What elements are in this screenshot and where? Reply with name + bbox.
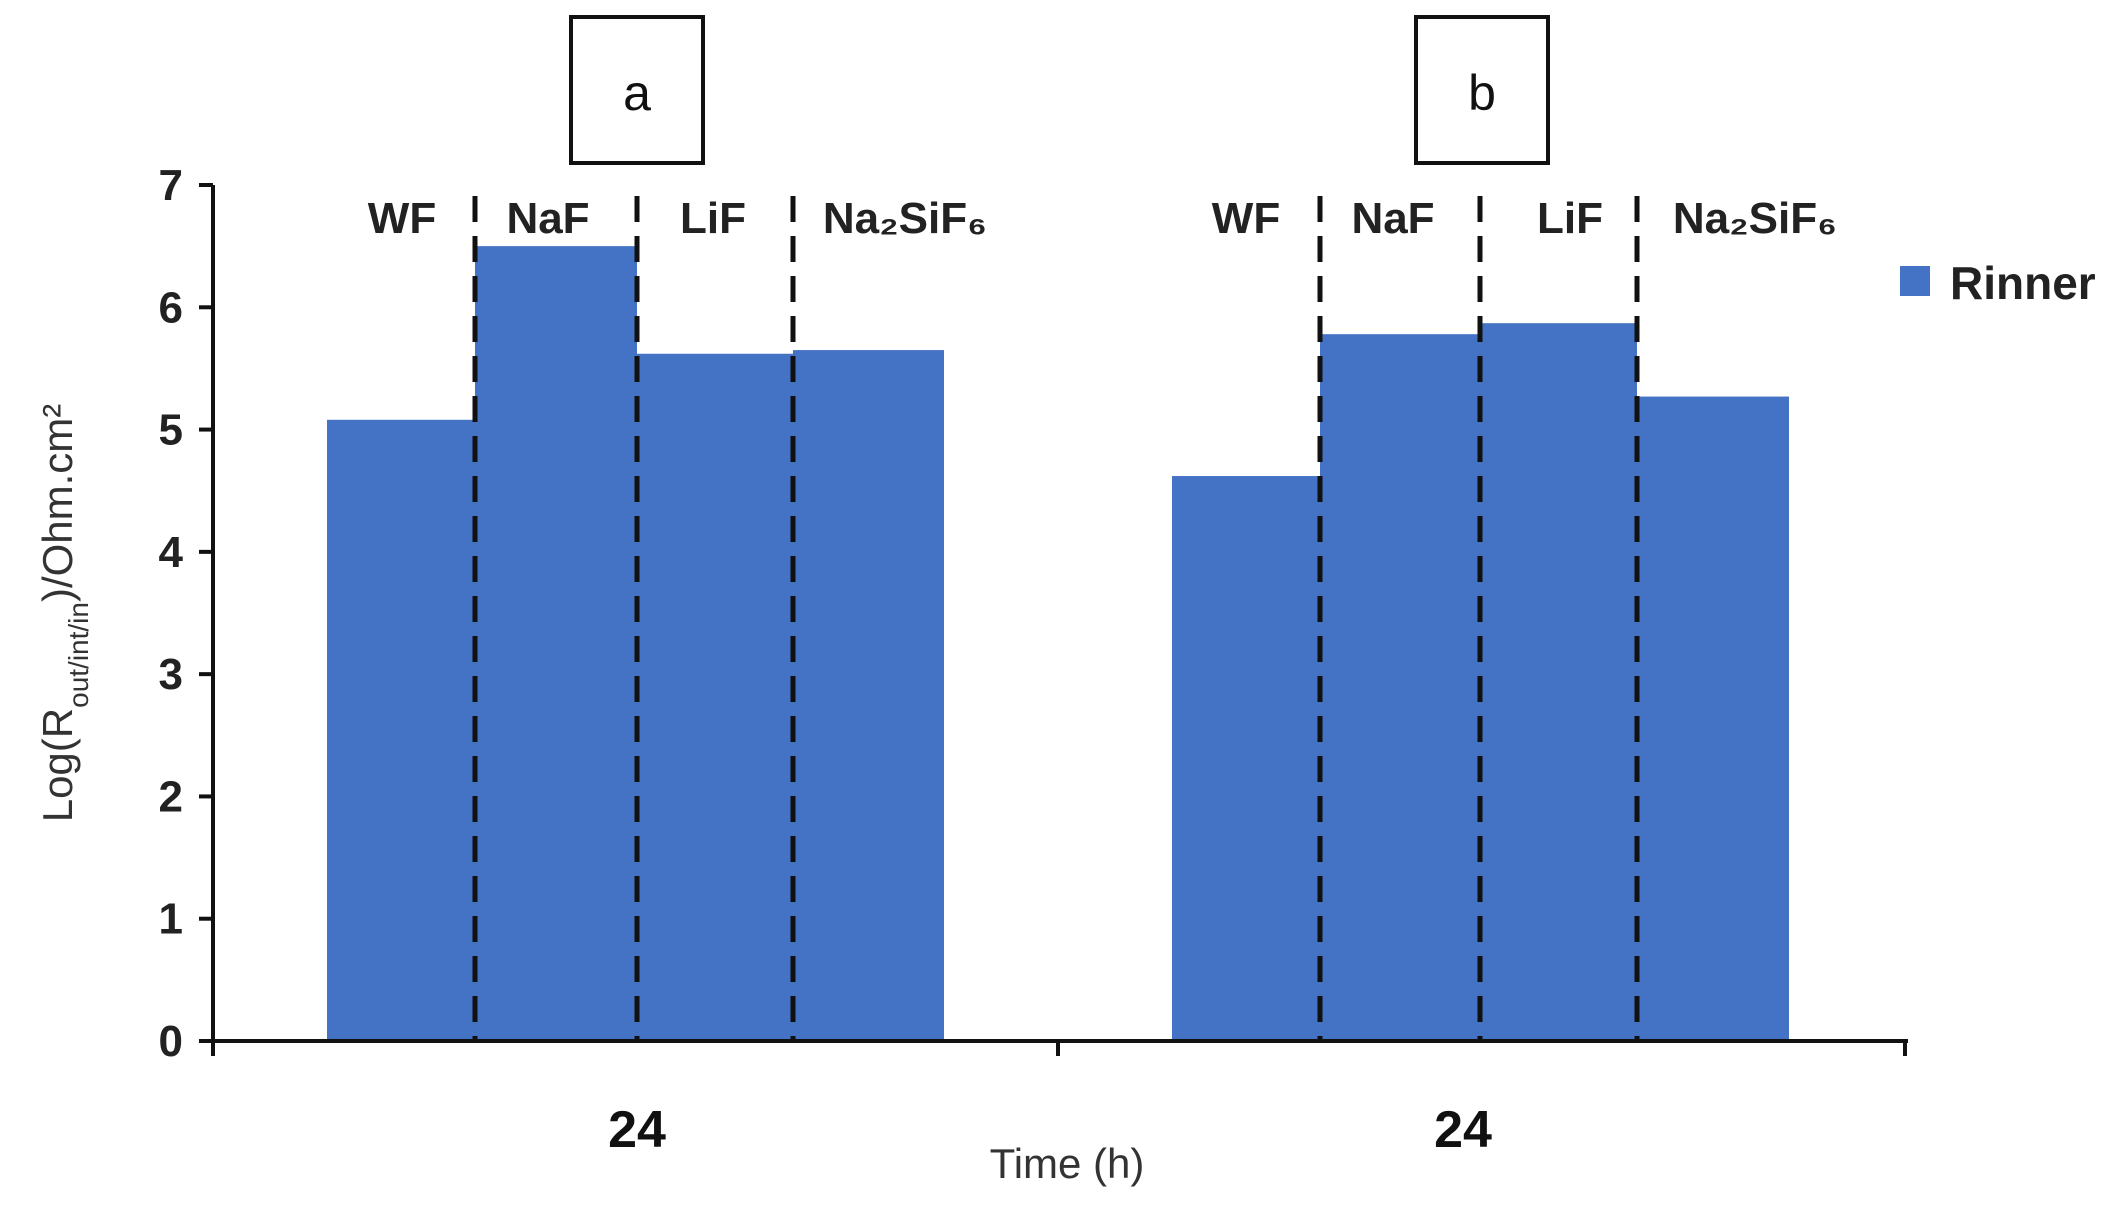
category-label: Na₂SiF₆ <box>1673 194 1837 243</box>
bars-layer <box>327 246 1789 1042</box>
divider-lines <box>472 196 1640 1041</box>
bar-a-lif <box>637 353 793 1041</box>
panel-box <box>1414 15 1550 165</box>
y-axis-title: Log(Rout/int/in)/Ohm.cm² <box>34 404 94 823</box>
category-label: Na₂SiF₆ <box>823 194 987 243</box>
y-tick-label: 4 <box>159 528 184 577</box>
y-axis-title-prefix: Log(R <box>34 708 81 822</box>
y-axis-title-subscript: out/int/in <box>63 602 94 708</box>
y-ticks: 0 1 2 3 4 5 6 7 <box>159 161 213 1066</box>
category-label: NaF <box>506 194 589 243</box>
bar-b-na2sif6 <box>1637 396 1789 1041</box>
category-label: LiF <box>1537 194 1603 243</box>
x-ticks <box>211 1041 1907 1056</box>
category-label: NaF <box>1351 194 1434 243</box>
panel-label: a <box>623 65 651 121</box>
bar-b-lif <box>1480 323 1637 1041</box>
y-tick-label: 6 <box>159 283 183 332</box>
x-group-label: 24 <box>608 1101 666 1159</box>
y-tick-label: 7 <box>159 161 183 210</box>
bar-a-wf <box>327 419 475 1041</box>
bar-a-naf <box>475 246 637 1042</box>
y-tick-label: 1 <box>159 895 183 944</box>
legend: Rinner <box>1900 257 2096 309</box>
legend-swatch <box>1900 266 1930 296</box>
y-tick-label: 5 <box>159 406 183 455</box>
category-label: WF <box>368 194 436 243</box>
y-tick-label: 0 <box>159 1017 183 1066</box>
y-tick-label: 2 <box>159 772 183 821</box>
bar-a-na2sif6 <box>793 350 944 1042</box>
panel-label: b <box>1468 65 1496 121</box>
legend-label: Rinner <box>1950 257 2096 309</box>
category-label: WF <box>1212 194 1280 243</box>
x-group-label: 24 <box>1434 1101 1492 1159</box>
bar-b-wf <box>1172 476 1320 1041</box>
bar-b-naf <box>1320 334 1480 1041</box>
category-labels: WF NaF LiF Na₂SiF₆ 24 WF NaF LiF Na₂SiF₆ 24 <box>368 194 1837 1159</box>
axes <box>203 185 1908 1043</box>
panel-box <box>569 15 705 165</box>
x-axis-title: Time (h) <box>990 1140 1145 1187</box>
category-label: LiF <box>680 194 746 243</box>
y-axis-title-suffix: )/Ohm.cm² <box>34 404 81 602</box>
y-tick-label: 3 <box>159 650 183 699</box>
